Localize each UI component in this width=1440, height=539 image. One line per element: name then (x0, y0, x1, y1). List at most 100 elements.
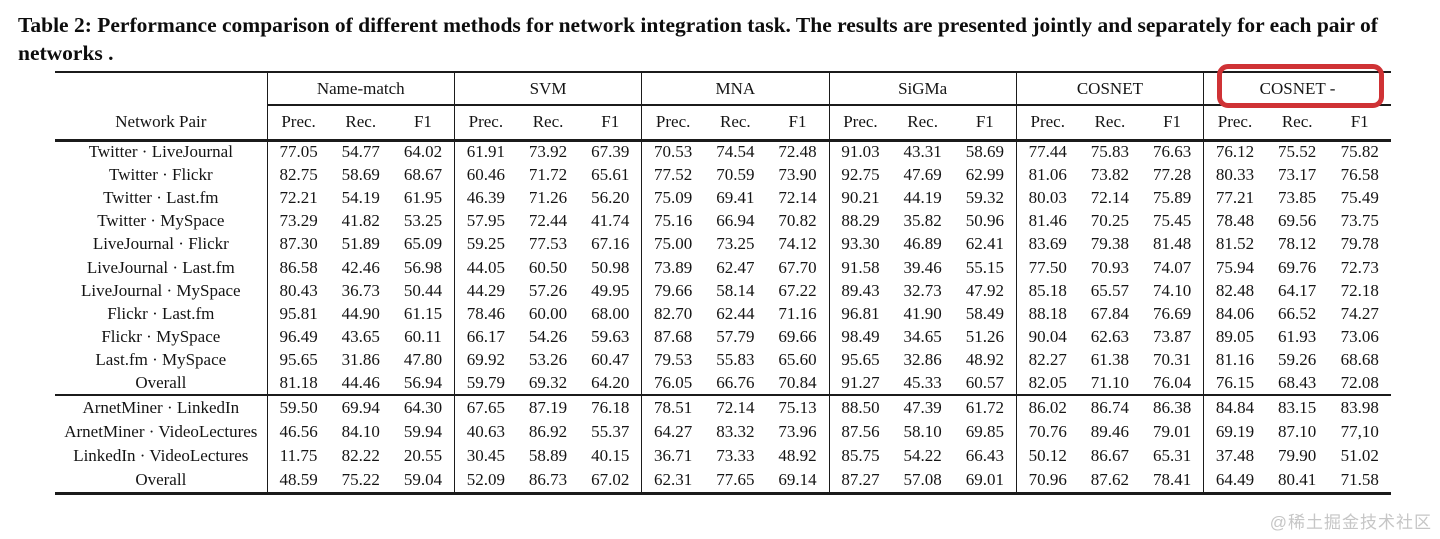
value-cosnet-f1: 71.58 (1340, 470, 1379, 490)
metric-header-name-match-rec: Rec. (329, 105, 392, 142)
value-svm-rec: 71.72 (528, 164, 568, 184)
value-mna-f1: 72.48 (778, 142, 817, 162)
value-name-match-rec: 75.22 (341, 470, 380, 490)
value-mna-rec: 83.32 (716, 421, 755, 441)
value-cosnet-prec: 84.84 (1203, 395, 1266, 420)
value-mna-rec: 66.94 (716, 211, 755, 231)
value-svm-rec: 69.32 (528, 372, 568, 392)
value-svm-rec: 72.44 (528, 211, 568, 231)
value-sigma-prec: 91.03 (828, 140, 892, 164)
value-sigma-rec: 47.69 (903, 164, 942, 184)
value-sigma-f1: 61.72 (965, 397, 1004, 417)
value-svm-rec: 87.19 (528, 397, 568, 417)
value-cosnet-f1: 76.58 (1340, 164, 1379, 184)
value-svm-prec: 46.39 (453, 186, 517, 210)
table-section-social-networks: Twitter · LiveJournal 77.05 54.77 64.02 61.9… (55, 140, 1391, 396)
value-svm-rec: 86.92 (528, 421, 568, 441)
value-svm-prec: 59.79 (453, 371, 517, 396)
metric-header-mna-f1: F1 (766, 105, 829, 142)
network-pair-label: Overall (135, 372, 187, 392)
value-mna-prec: 64.27 (641, 419, 705, 445)
value-sigma-prec: 89.43 (828, 279, 892, 303)
value-cosnet-rec: 73.85 (1278, 187, 1317, 207)
value-svm-rec: 60.00 (528, 303, 568, 323)
value-mna-f1: 67.70 (778, 257, 817, 277)
value-cosnet-f1: 68.68 (1340, 350, 1379, 370)
value-cosnet-rec: 70.25 (1090, 211, 1130, 231)
value-sigma-prec: 92.75 (828, 163, 892, 187)
value-cosnet-f1: 83.98 (1340, 397, 1379, 417)
value-cosnet-rec: 72.14 (1090, 187, 1130, 207)
value-svm-f1: 67.39 (591, 142, 630, 162)
value-mna-f1: 67.22 (778, 280, 817, 300)
value-sigma-rec: 45.33 (903, 372, 942, 392)
value-name-match-f1: 53.25 (403, 211, 443, 231)
value-svm-rec: 57.26 (528, 280, 568, 300)
value-sigma-f1: 58.69 (965, 142, 1004, 162)
value-cosnet-f1: 78.41 (1152, 470, 1192, 490)
value-mna-rec: 57.79 (716, 327, 755, 347)
value-cosnet-f1: 75.82 (1340, 142, 1379, 162)
value-sigma-rec: 43.31 (903, 142, 942, 162)
value-cosnet-prec: 81.46 (1015, 209, 1079, 233)
value-svm-f1: 49.95 (591, 280, 630, 300)
metric-header-sigma-rec: Rec. (891, 105, 954, 142)
value-cosnet-prec: 76.15 (1203, 371, 1266, 396)
value-cosnet-prec: 89.05 (1203, 325, 1266, 349)
value-name-match-prec: 46.56 (266, 419, 330, 445)
method-group-label: Name-match (316, 78, 405, 98)
value-name-match-prec: 48.59 (266, 468, 330, 494)
metric-header-cosnet-rec: Rec. (1078, 105, 1142, 142)
value-sigma-rec: 44.19 (903, 187, 942, 207)
value-sigma-prec: 90.21 (828, 186, 892, 210)
value-cosnet-prec: 70.76 (1015, 419, 1079, 445)
value-cosnet-f1: 79.01 (1152, 421, 1192, 441)
value-cosnet-f1: 77.28 (1152, 164, 1192, 184)
value-mna-f1: 72.14 (778, 187, 817, 207)
method-group-label: COSNET (1076, 78, 1143, 98)
table-caption: Table 2: Performance comparison of diffe… (18, 13, 1378, 65)
value-svm-prec: 66.17 (453, 325, 517, 349)
value-cosnet-f1: 73.06 (1340, 327, 1379, 347)
value-cosnet-f1: 86.38 (1152, 397, 1192, 417)
value-sigma-f1: 62.99 (965, 164, 1004, 184)
value-svm-f1: 56.20 (591, 187, 630, 207)
network-pair-label: ArnetMiner · LinkedIn (82, 397, 240, 417)
value-sigma-prec: 93.30 (828, 232, 892, 256)
method-group-row: Name-match SVM MNA SiGMa COSNET COSNET - (55, 64, 1391, 108)
value-name-match-f1: 56.98 (403, 257, 443, 277)
value-sigma-prec: 95.65 (828, 348, 892, 372)
value-sigma-f1: 62.41 (965, 234, 1004, 254)
value-cosnet-prec: 85.18 (1015, 279, 1079, 303)
value-name-match-f1: 65.09 (403, 234, 443, 254)
value-sigma-f1: 69.01 (965, 470, 1004, 490)
value-sigma-f1: 50.96 (965, 211, 1004, 231)
value-name-match-rec: 69.94 (341, 397, 380, 417)
value-mna-rec: 66.76 (716, 372, 755, 392)
value-cosnet-prec: 81.06 (1015, 163, 1079, 187)
value-cosnet-rec: 66.52 (1278, 303, 1317, 323)
value-mna-f1: 69.66 (778, 327, 817, 347)
value-cosnet-rec: 61.38 (1090, 350, 1130, 370)
value-name-match-rec: 54.77 (341, 142, 380, 162)
value-name-match-prec: 95.65 (266, 348, 330, 372)
value-sigma-prec: 88.50 (828, 395, 892, 420)
value-sigma-rec: 41.90 (903, 303, 942, 323)
value-name-match-prec: 59.50 (266, 395, 330, 420)
value-cosnet-rec: 86.74 (1090, 397, 1130, 417)
value-svm-prec: 44.29 (453, 279, 517, 303)
value-cosnet-f1: 75.45 (1152, 211, 1192, 231)
value-cosnet-prec: 80.03 (1015, 186, 1079, 210)
table-row-overall: Overall 48.59 75.22 59.04 52.09 86.73 67.02 62.… (55, 468, 1391, 494)
value-name-match-f1: 59.04 (403, 470, 443, 490)
value-cosnet-prec: 82.48 (1203, 279, 1266, 303)
method-group-label: COSNET - (1259, 78, 1336, 98)
value-cosnet-rec: 80.41 (1278, 470, 1317, 490)
value-sigma-rec: 39.46 (903, 257, 942, 277)
value-svm-f1: 76.18 (591, 397, 630, 417)
value-mna-rec: 70.59 (716, 164, 755, 184)
method-group-mna: MNA (641, 72, 829, 106)
value-sigma-prec: 88.29 (828, 209, 892, 233)
value-cosnet-prec: 81.52 (1203, 232, 1266, 256)
network-pair-label: LiveJournal · Last.fm (86, 257, 235, 277)
